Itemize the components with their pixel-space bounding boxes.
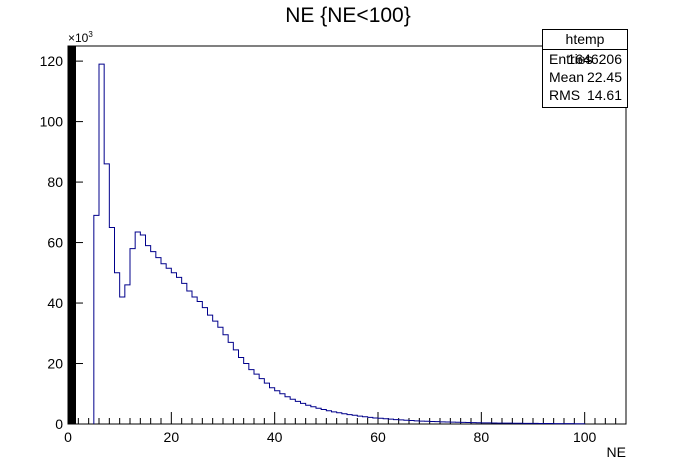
y-axis: 020406080100120 <box>40 45 83 432</box>
